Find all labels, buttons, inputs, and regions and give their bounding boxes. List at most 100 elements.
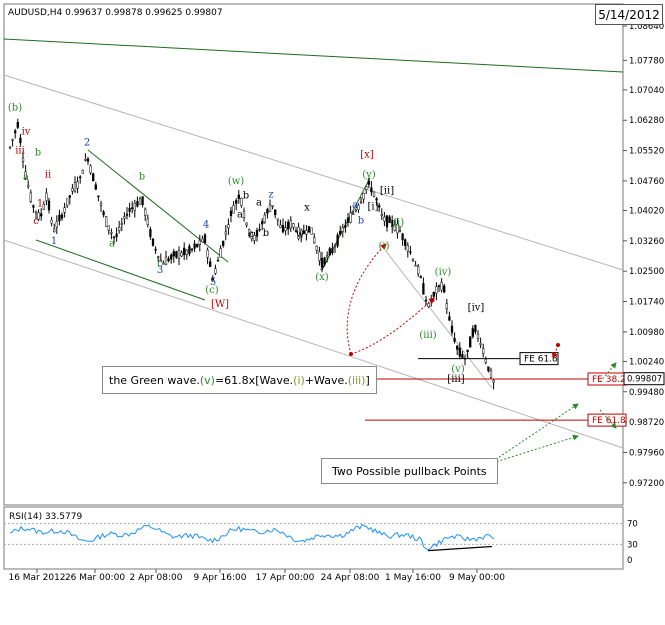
wave-label: c xyxy=(157,258,163,269)
candle-body xyxy=(409,251,412,253)
candle-body xyxy=(76,181,79,189)
wave-label: (v) xyxy=(451,364,465,375)
candle-body xyxy=(294,230,298,232)
candle-body xyxy=(27,184,30,188)
rsi-indicator: 70 30 0 xyxy=(4,520,638,566)
candle-body xyxy=(66,198,69,206)
wave-label: a xyxy=(237,209,243,220)
candle-body xyxy=(105,216,108,227)
candle-body xyxy=(476,333,480,339)
candle-body xyxy=(172,251,175,257)
candle-body xyxy=(287,221,290,230)
candle-body xyxy=(354,209,357,212)
wave-label: (x) xyxy=(315,272,329,283)
candle-body xyxy=(318,251,321,261)
candle-body xyxy=(138,198,142,205)
y-tick-label: 1.02500 xyxy=(629,267,664,277)
candle-body xyxy=(224,231,227,235)
candle-body xyxy=(219,248,222,258)
wave-label: (iv) xyxy=(435,267,452,278)
candle-body xyxy=(159,259,162,262)
wave-label: 5 xyxy=(210,277,216,288)
candle-body xyxy=(469,336,472,348)
red-curve-arrow-right xyxy=(350,297,435,355)
wave-label: (iii) xyxy=(419,330,436,341)
y-tick-label: 1.08640 xyxy=(629,22,664,32)
candle-body xyxy=(81,169,84,174)
wave-label: z xyxy=(268,189,273,200)
upper-channel-line xyxy=(3,74,624,271)
x-tick-label: 9 May 00:00 xyxy=(449,573,505,583)
candle-body xyxy=(383,216,386,222)
lower-channel-line xyxy=(3,239,624,449)
wave-label: a xyxy=(23,172,29,183)
candle-body xyxy=(92,173,95,182)
candle-body xyxy=(437,285,441,287)
x-tick-label: 1 May 16:00 xyxy=(385,573,441,583)
candle-body xyxy=(157,256,160,258)
candle-body xyxy=(328,248,331,256)
candle-body xyxy=(320,257,324,268)
wave-label: c xyxy=(33,216,39,227)
candle-body xyxy=(378,205,381,208)
candle-body xyxy=(341,227,344,232)
rsi-panel xyxy=(3,506,624,570)
y-tick-label: 0.97960 xyxy=(629,448,664,458)
wave-label: a xyxy=(352,200,358,211)
candle-body xyxy=(34,210,38,214)
candle-body xyxy=(362,193,365,200)
candle-body xyxy=(359,201,363,204)
y-tick-label: 1.00980 xyxy=(629,328,664,338)
candle-body xyxy=(120,223,123,225)
candle-body xyxy=(8,146,12,149)
annotation-mid: =61.8x[Wave. xyxy=(214,373,294,387)
candle-body xyxy=(315,245,318,251)
candle-body xyxy=(271,205,274,207)
candle-body xyxy=(370,187,373,193)
red-curve-arrow-up xyxy=(346,243,387,355)
candle-body xyxy=(422,283,425,295)
time-axis: 16 Mar 2012 26 Mar 00:00 2 Apr 08:00 9 Apr … xyxy=(8,569,505,583)
candle-body xyxy=(131,207,134,209)
candle-body xyxy=(118,227,121,231)
candle-body xyxy=(144,208,147,216)
y-tick-label: 1.05520 xyxy=(629,147,664,157)
candle-body xyxy=(401,233,404,241)
wave-label: b xyxy=(243,191,249,202)
wave-label: (b) xyxy=(8,103,22,114)
wave-label: b xyxy=(139,171,145,182)
candle-body xyxy=(435,286,438,294)
x-tick-label: 9 Apr 16:00 xyxy=(194,573,247,583)
candle-body xyxy=(248,229,251,236)
candle-body xyxy=(453,338,456,342)
candle-body xyxy=(411,258,415,261)
candle-body xyxy=(385,215,389,228)
candle-body xyxy=(196,243,199,248)
wave-label: x xyxy=(304,202,310,213)
candle-body xyxy=(183,247,186,256)
candle-body xyxy=(79,176,82,179)
candle-body xyxy=(417,266,420,275)
x-tick-label: 17 Apr 00:00 xyxy=(256,573,315,583)
candle-body xyxy=(300,229,303,238)
wave-label: 2 xyxy=(84,137,90,148)
wave-label: y xyxy=(319,260,326,271)
rsi-divergence-line xyxy=(427,545,493,552)
wave-label: [ii] xyxy=(380,185,394,196)
candle-body xyxy=(326,255,329,258)
candle-body xyxy=(487,366,490,372)
candle-body xyxy=(188,245,191,255)
candle-body xyxy=(474,324,477,333)
y-tick-label: 1.07040 xyxy=(629,86,664,96)
candle-body xyxy=(209,261,212,267)
candle-body xyxy=(60,214,64,219)
candle-body xyxy=(492,380,495,383)
candle-body xyxy=(201,238,204,243)
candle-body xyxy=(50,219,53,224)
candle-body xyxy=(471,328,474,337)
candle-body xyxy=(479,342,482,345)
candle-body xyxy=(133,202,136,211)
rsi-level-label: 30 xyxy=(627,540,638,550)
candle-body xyxy=(445,303,448,310)
